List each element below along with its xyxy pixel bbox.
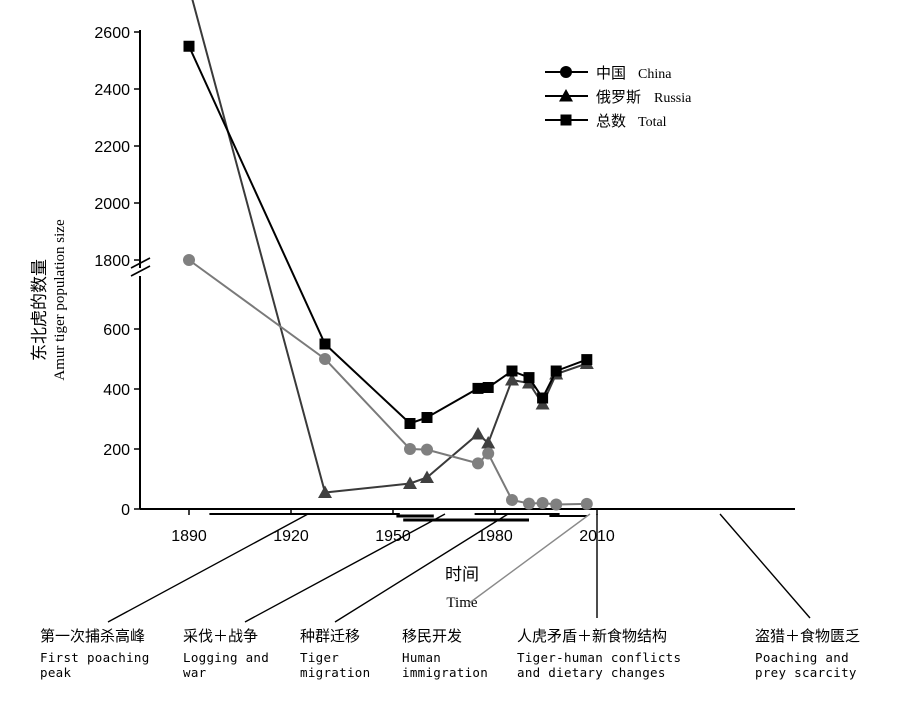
legend-marker-total: [560, 114, 572, 126]
point-total: [523, 372, 535, 384]
y-tick-label: 0: [121, 502, 130, 519]
x-tick-label: 1950: [375, 528, 411, 545]
annotation-en: Tiger-human conflicts: [517, 650, 681, 665]
point-total: [506, 365, 518, 377]
annotation-en: war: [183, 665, 207, 680]
annotation-en: prey scarcity: [755, 665, 857, 680]
axes: 0 200 400 600 1800 2000 2200 2400 2600 1890 1920 19…: [94, 25, 795, 545]
point-total: [581, 354, 593, 366]
y-tick-label: 2200: [94, 139, 130, 156]
point-total: [472, 382, 484, 394]
point-total: [537, 392, 549, 404]
legend-label-en-china: China: [638, 67, 672, 82]
legend-label-en-total: Total: [638, 115, 667, 130]
series-layer: [183, 0, 594, 511]
x-axis-title-zh: 时间: [445, 565, 479, 585]
annotation-en: migration: [300, 665, 370, 680]
legend-label-zh-russia: 俄罗斯: [596, 88, 641, 106]
point-total: [319, 338, 331, 350]
point-russia: [420, 470, 434, 483]
series-russia: [191, 0, 594, 498]
y-axis-title-zh: 东北虎的数量: [30, 259, 50, 361]
series-line-total: [188, 45, 588, 425]
y-tick-label: 1800: [94, 253, 130, 270]
point-total: [482, 382, 494, 393]
x-tick-label: 1920: [273, 528, 309, 545]
annotation-en: immigration: [402, 665, 488, 680]
point-china: [506, 494, 518, 506]
point-russia: [318, 485, 332, 498]
legend-label-en-russia: Russia: [654, 91, 692, 106]
y-tick-label: 2400: [94, 82, 130, 99]
series-total: [183, 40, 593, 429]
annotation-en: peak: [40, 665, 71, 680]
y-tick-label: 2600: [94, 25, 130, 42]
point-total: [183, 40, 195, 52]
annotation-connector: [334, 513, 509, 623]
y-axis-title-en: Amur tiger population size: [52, 219, 68, 381]
point-total: [404, 418, 416, 429]
point-china: [472, 457, 484, 470]
point-china: [550, 498, 563, 511]
point-china: [421, 443, 433, 456]
legend: 中国 China 俄罗斯 Russia 总数 Total: [545, 64, 692, 130]
annotation-en: and dietary changes: [517, 665, 666, 680]
x-tick-label: 1890: [171, 528, 207, 545]
point-china: [523, 497, 535, 510]
annotation-en: Poaching and: [755, 650, 849, 665]
x-axis-title-en: Time: [446, 595, 477, 611]
series-china: [183, 254, 593, 511]
point-china: [319, 353, 331, 365]
point-china: [482, 447, 495, 460]
x-axis-title: 时间 Time: [445, 565, 479, 611]
annotation-en: Human: [402, 650, 441, 665]
y-axis-break-mark: [130, 265, 151, 277]
point-china: [183, 254, 195, 266]
point-china: [580, 497, 593, 510]
annotation-zh: 移民开发: [402, 627, 462, 645]
annotation-en: Logging and: [183, 650, 269, 665]
annotation-zh: 第一次捕杀高峰: [40, 627, 145, 645]
point-china: [536, 497, 549, 509]
annotation-zh: 采伐＋战争: [183, 627, 258, 645]
point-russia: [505, 373, 519, 386]
point-china: [404, 443, 416, 455]
annotation-en: Tiger: [300, 650, 339, 665]
annotation-connector: [244, 513, 446, 623]
y-tick-label: 600: [103, 322, 130, 339]
x-tick-label: 1980: [477, 528, 513, 545]
legend-marker-russia: [559, 89, 573, 102]
point-russia: [471, 427, 485, 440]
annotation-connector: [719, 513, 811, 619]
series-line-russia: [191, 0, 588, 494]
y-axis-break-mark: [130, 257, 151, 269]
annotation-en: First poaching: [40, 650, 150, 665]
annotation-zh: 种群迁移: [300, 627, 360, 645]
y-axis-title: 东北虎的数量 Amur tiger population size: [30, 219, 68, 381]
point-total: [550, 365, 562, 377]
legend-label-zh-total: 总数: [596, 112, 626, 130]
point-russia: [481, 436, 496, 449]
annotation-zh: 人虎矛盾＋新食物结构: [517, 627, 667, 645]
annotation-connector: [467, 513, 591, 605]
point-total: [421, 412, 433, 423]
y-tick-label: 400: [103, 382, 130, 399]
annotation-zh: 盗猎＋食物匮乏: [755, 627, 860, 645]
point-russia: [403, 476, 417, 489]
legend-marker-china: [560, 66, 572, 78]
annotation-connector: [107, 513, 309, 623]
y-tick-label: 200: [103, 442, 130, 459]
legend-label-zh-china: 中国: [596, 64, 626, 82]
y-tick-label: 2000: [94, 196, 130, 213]
